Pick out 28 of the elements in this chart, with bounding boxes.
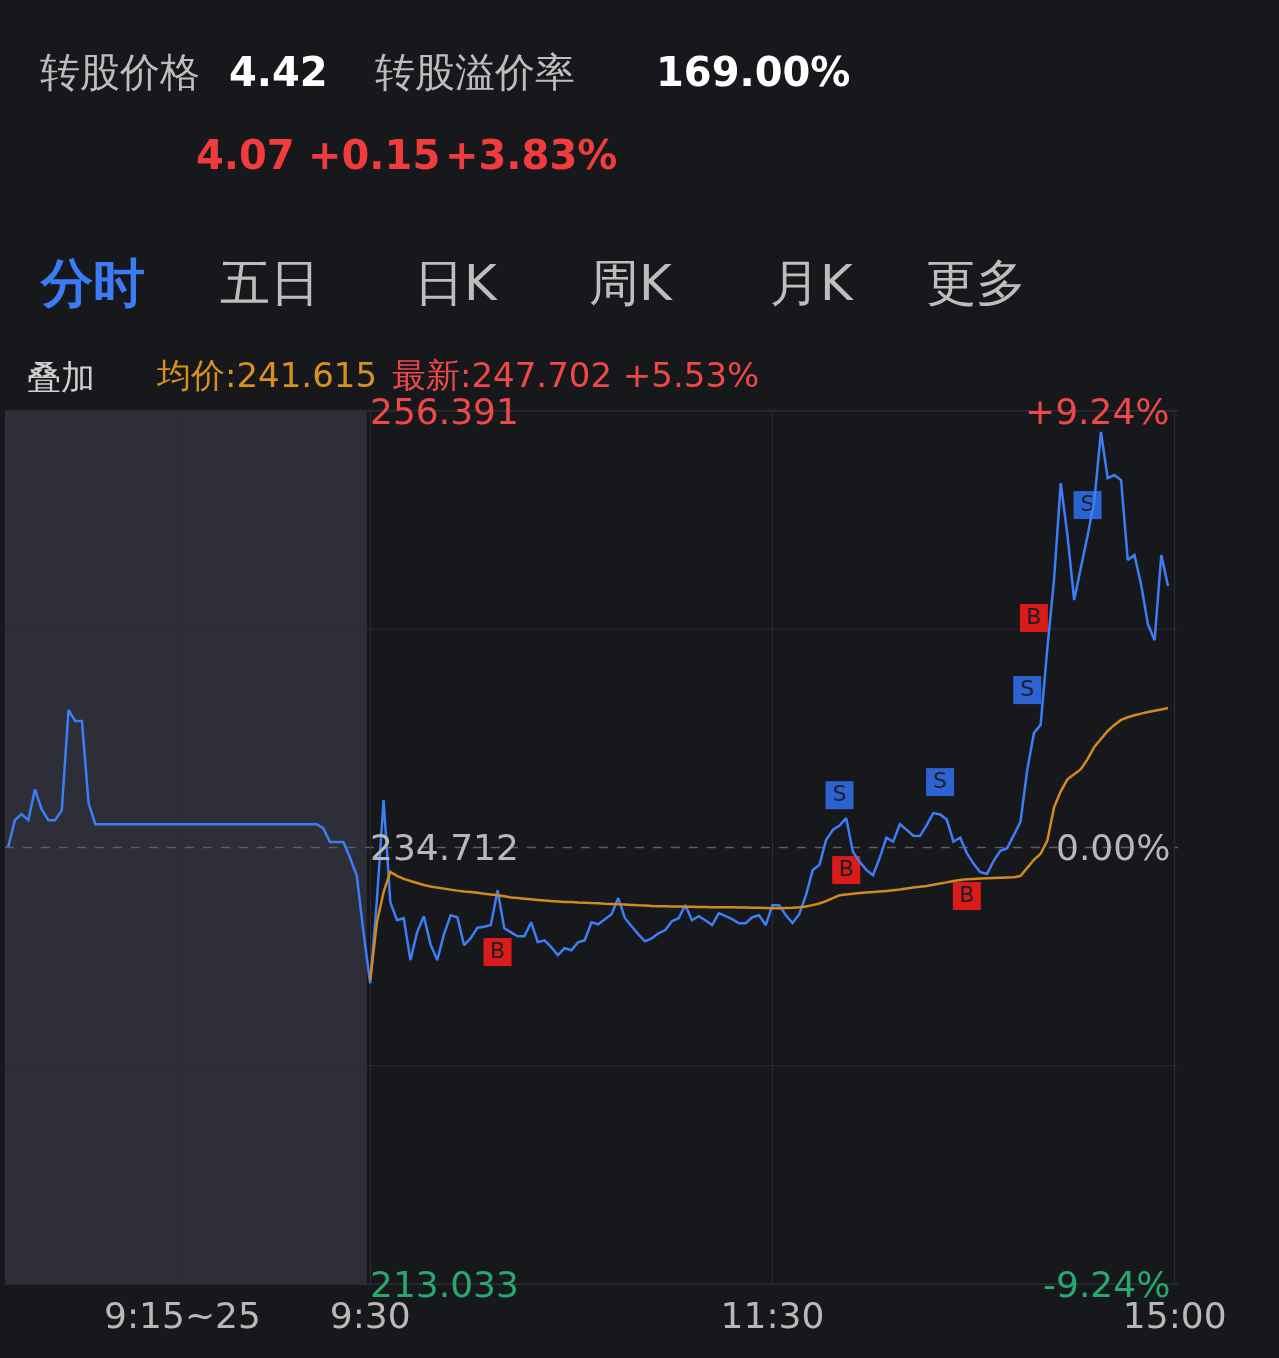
line-series bbox=[368, 706, 1170, 982]
data-label: S bbox=[1020, 675, 1035, 701]
data-label: S bbox=[933, 767, 948, 793]
text: 4.42 bbox=[229, 49, 328, 95]
text: 转股价格 bbox=[40, 49, 200, 95]
text: 4.07 bbox=[196, 132, 295, 178]
text: 日K bbox=[414, 254, 498, 312]
data-label: S bbox=[832, 780, 847, 806]
text: +3.83% bbox=[445, 132, 618, 178]
text: 169.00% bbox=[656, 49, 851, 95]
text: 更多 bbox=[926, 254, 1026, 312]
data-label: B bbox=[838, 855, 854, 881]
text: 周K bbox=[589, 254, 673, 312]
x-tick-label: 9:15~25 bbox=[104, 1295, 261, 1337]
text: 叠加 bbox=[27, 357, 95, 397]
line-series bbox=[6, 430, 1170, 985]
data-label: B bbox=[490, 937, 506, 963]
text: 五日 bbox=[220, 254, 320, 312]
text: 转股溢价率 bbox=[375, 49, 575, 95]
data-label: B bbox=[1026, 603, 1042, 629]
text: +0.15 bbox=[308, 132, 441, 178]
data-label: S bbox=[1080, 490, 1095, 516]
x-tick-label: 11:30 bbox=[720, 1295, 825, 1337]
text: 分时 bbox=[39, 253, 145, 313]
text: 月K bbox=[770, 254, 854, 312]
y2-tick-label: +9.24% bbox=[1025, 391, 1170, 432]
y2-tick-label: 0.00% bbox=[1056, 827, 1171, 868]
data-label: B bbox=[959, 881, 975, 907]
